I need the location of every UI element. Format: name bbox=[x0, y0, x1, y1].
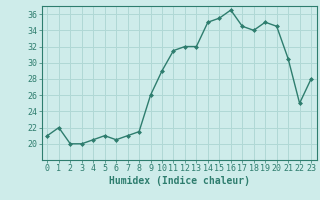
X-axis label: Humidex (Indice chaleur): Humidex (Indice chaleur) bbox=[109, 176, 250, 186]
